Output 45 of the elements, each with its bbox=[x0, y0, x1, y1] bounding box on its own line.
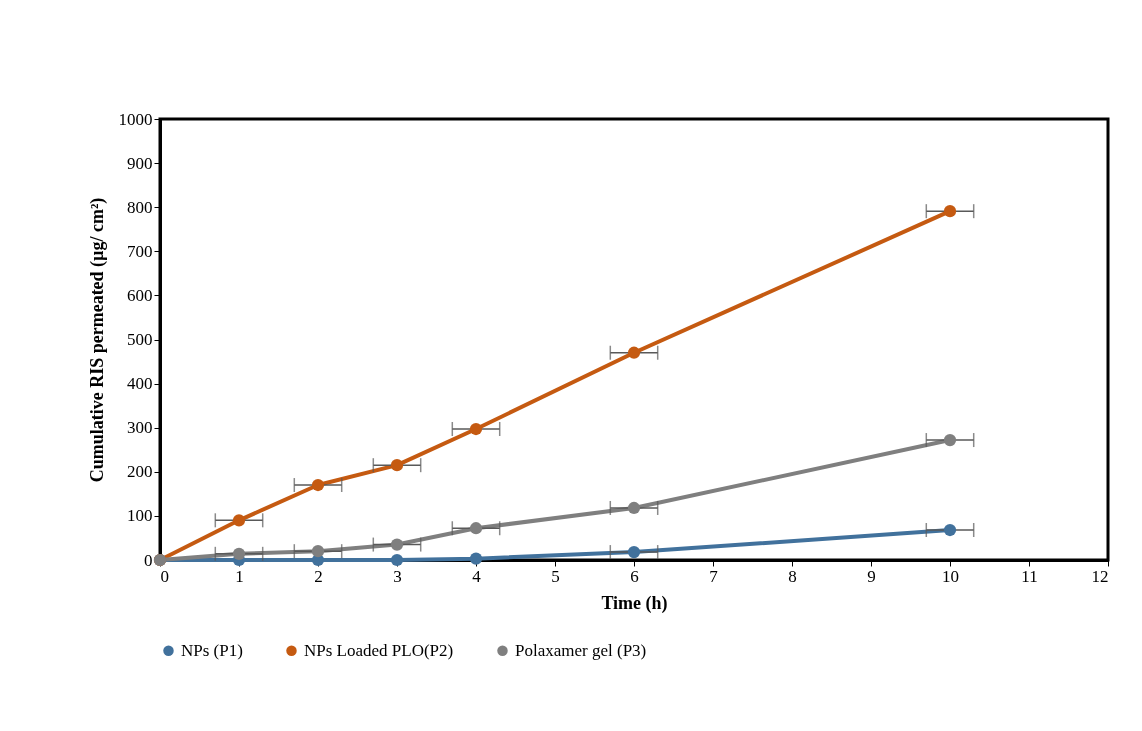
point bbox=[943, 523, 957, 537]
point bbox=[469, 552, 483, 565]
point bbox=[390, 538, 404, 551]
y-tick-label: 0 bbox=[144, 550, 153, 570]
y-tick-label: 900 bbox=[127, 153, 153, 173]
point bbox=[311, 478, 325, 492]
y-tick-label: 400 bbox=[127, 374, 153, 394]
x-axis-title: Time (h) bbox=[601, 592, 668, 614]
x-tick-label: 7 bbox=[709, 566, 719, 586]
x-tick-label: 3 bbox=[393, 566, 402, 586]
point bbox=[469, 522, 483, 535]
y-tick-label: 200 bbox=[127, 462, 153, 482]
y-tick-label: 100 bbox=[127, 506, 153, 526]
x-tick-label: 5 bbox=[551, 566, 560, 586]
point bbox=[943, 205, 957, 218]
legend-label: NPs Loaded PLO(P2) bbox=[304, 640, 454, 660]
point bbox=[627, 545, 641, 559]
legend-label: Polaxamer gel (P3) bbox=[515, 640, 647, 660]
x-tick-label: 8 bbox=[788, 566, 797, 586]
point bbox=[232, 547, 246, 560]
y-tick-label: 500 bbox=[127, 330, 153, 349]
point bbox=[390, 459, 404, 472]
x-tick-label: 2 bbox=[314, 566, 323, 586]
x-tick-label: 1 bbox=[235, 566, 244, 586]
y-axis-title: Cumulative RIS permeated (µg/ cm²) bbox=[86, 197, 108, 483]
point bbox=[943, 433, 957, 447]
legend-label: NPs (P1) bbox=[181, 640, 243, 660]
y-tick-label: 1000 bbox=[118, 109, 153, 129]
point bbox=[390, 553, 404, 567]
x-tick-label: 10 bbox=[942, 566, 959, 586]
x-tick-label: 6 bbox=[630, 566, 639, 586]
y-tick-label: 600 bbox=[127, 285, 153, 305]
y-tick-label: 300 bbox=[127, 418, 153, 438]
point bbox=[232, 514, 246, 527]
x-tick-label: 9 bbox=[867, 566, 876, 586]
y-tick-label: 700 bbox=[127, 241, 153, 261]
point bbox=[311, 545, 325, 558]
point bbox=[627, 501, 641, 515]
x-tick-label: 4 bbox=[472, 566, 482, 586]
point bbox=[469, 422, 483, 436]
x-tick-label: 12 bbox=[1091, 566, 1109, 586]
y-tick-label: 800 bbox=[127, 197, 153, 217]
point bbox=[627, 346, 641, 359]
x-tick-label: 0 bbox=[160, 566, 169, 586]
x-tick-label: 11 bbox=[1021, 566, 1038, 586]
